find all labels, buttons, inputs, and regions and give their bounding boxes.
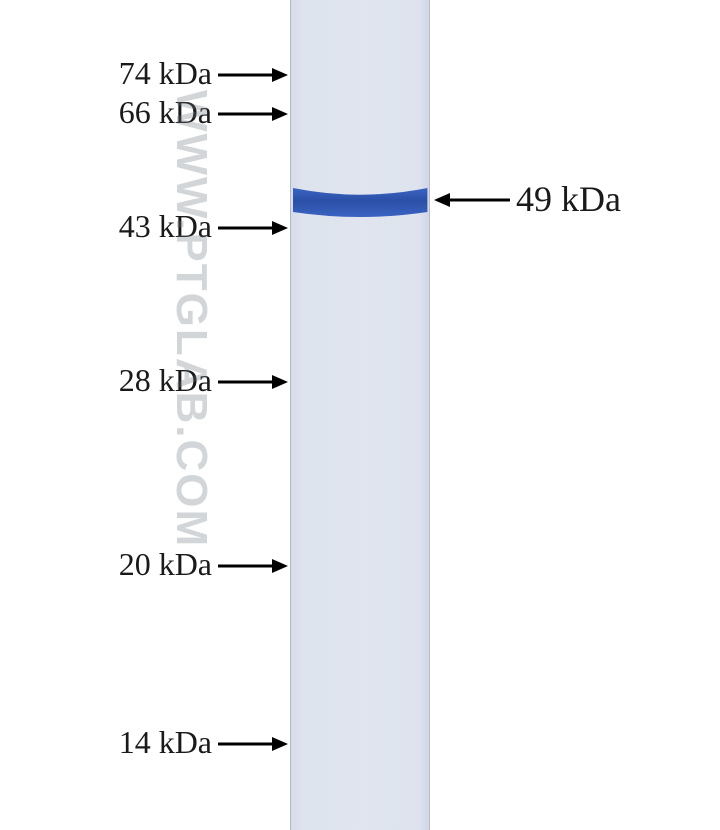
ladder-arrow bbox=[218, 374, 288, 395]
ladder-label: 20 kDa bbox=[119, 546, 212, 583]
gel-lane bbox=[290, 0, 430, 830]
ladder-arrow bbox=[218, 558, 288, 579]
ladder-label: 74 kDa bbox=[119, 55, 212, 92]
ladder-arrow bbox=[218, 220, 288, 241]
ladder-arrow bbox=[218, 106, 288, 127]
ladder-arrow bbox=[218, 67, 288, 88]
watermark-text: WWW.PTGLAB.COM bbox=[166, 90, 216, 548]
ladder-arrow bbox=[218, 736, 288, 757]
ladder-label: 14 kDa bbox=[119, 724, 212, 761]
band-arrow-right bbox=[434, 192, 510, 213]
ladder-label: 28 kDa bbox=[119, 362, 212, 399]
protein-band bbox=[293, 186, 427, 214]
ladder-label: 43 kDa bbox=[119, 208, 212, 245]
band-label: 49 kDa bbox=[516, 178, 621, 220]
ladder-label: 66 kDa bbox=[119, 94, 212, 131]
